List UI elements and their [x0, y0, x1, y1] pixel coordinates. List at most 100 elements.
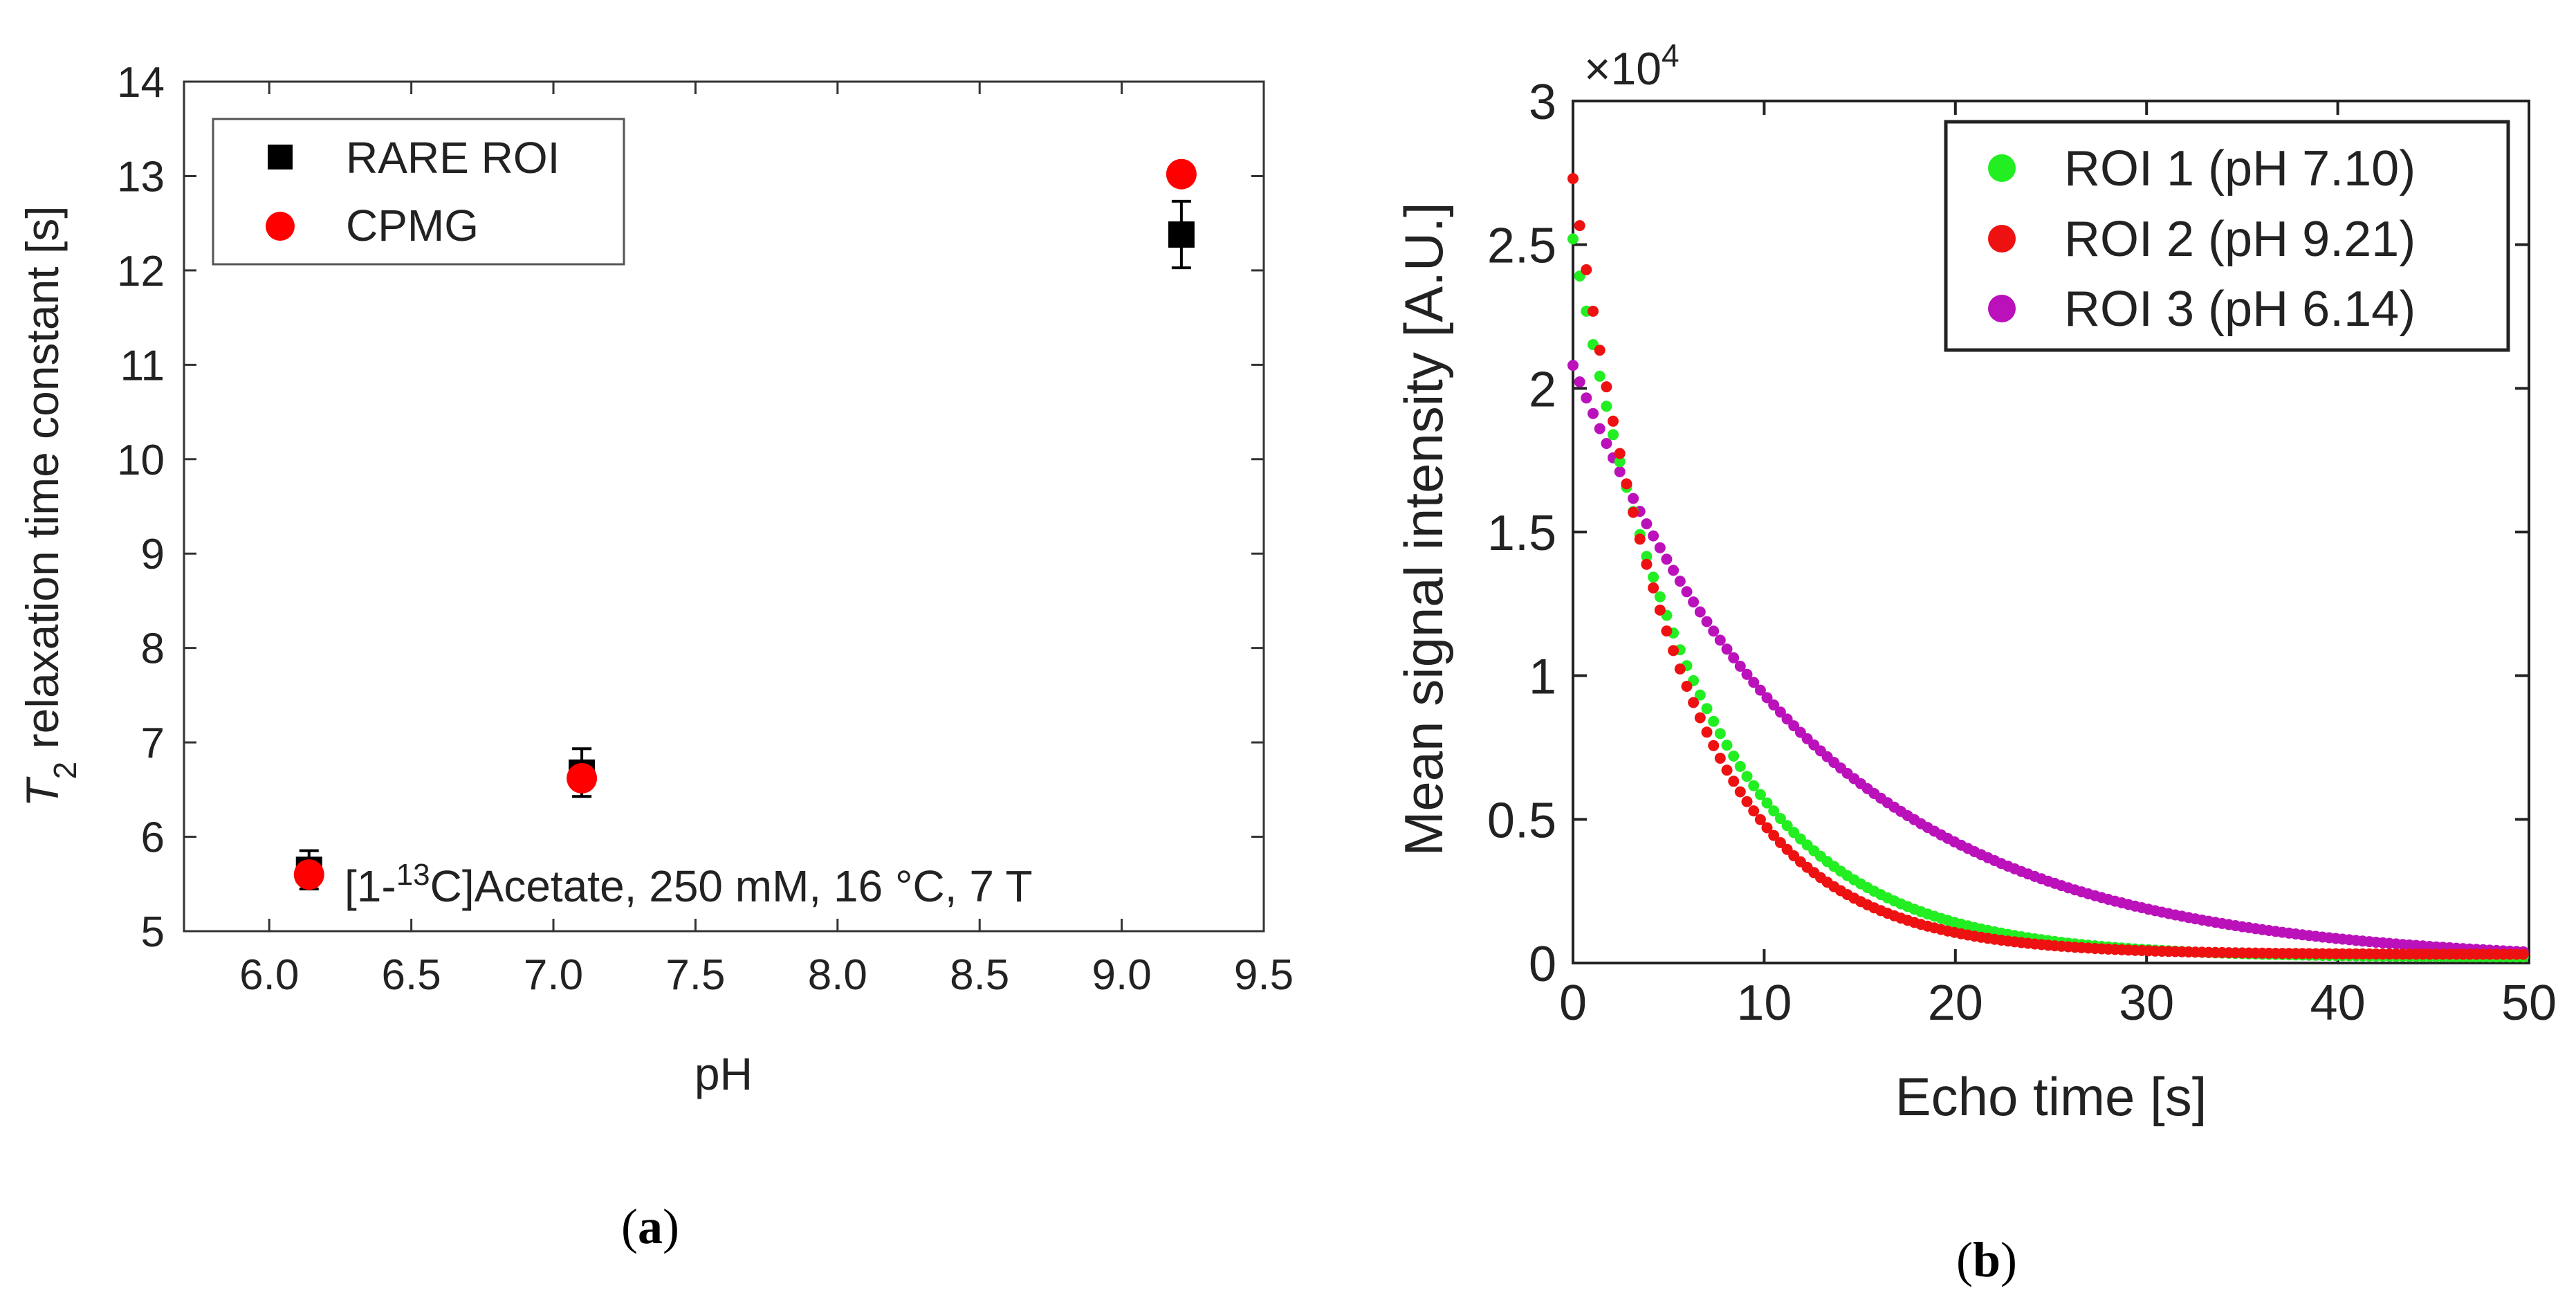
series-roi-3 — [1567, 360, 2529, 957]
legend-marker-roi-1 — [1988, 154, 2016, 182]
roi-3-point — [1614, 466, 1626, 477]
roi-2-point — [1734, 786, 1746, 798]
panel-b-x-ticks: 0 10 20 30 40 50 — [1559, 101, 2557, 1031]
roi-3-point — [1574, 376, 1585, 387]
panel-a-x-tick-label: 9.5 — [1234, 951, 1294, 999]
roi-1-point — [1781, 820, 1793, 832]
roi-1-point — [1728, 750, 1740, 762]
roi-3-point — [1708, 625, 1720, 637]
roi-1-point — [1761, 797, 1773, 809]
roi-3-point — [1754, 684, 1766, 696]
panel-b-y-axis-label: Mean signal intensity [A.U.] — [1393, 202, 1454, 856]
roi-2-point — [1748, 805, 1760, 817]
panel-a-y-ticks: 5 6 7 8 9 10 11 12 13 14 — [117, 59, 1264, 956]
panel-a-x-tick-label: 6.0 — [239, 951, 299, 999]
roi-2-point — [1648, 582, 1659, 594]
roi-2-point — [1574, 220, 1585, 232]
roi-2-point — [1601, 381, 1612, 393]
legend-marker-roi-3 — [1988, 295, 2016, 322]
panel-b-legend-box — [1944, 120, 2510, 352]
panel-b-x-tick-label: 30 — [2119, 975, 2174, 1031]
annotation-superscript: 13 — [396, 858, 430, 892]
roi-1-point — [1774, 813, 1786, 825]
panel-a-y-tick-label: 8 — [141, 625, 165, 673]
y-label-symbol: T — [17, 776, 68, 807]
roi-3-point — [1668, 565, 1680, 576]
roi-1-point — [1594, 370, 1606, 382]
panel-a-y-tick-label: 12 — [117, 248, 165, 295]
roi-3-point — [1768, 699, 1780, 710]
roi-3-point — [1714, 634, 1726, 646]
panel-b-y-tick-label: 3 — [1529, 75, 1556, 130]
cpmg-point — [567, 762, 598, 794]
roi-1-point — [1748, 780, 1760, 791]
roi-2-point — [1581, 264, 1592, 275]
roi-1-point — [1654, 591, 1666, 603]
roi-2-point — [1708, 740, 1720, 751]
roi-2-point — [1701, 726, 1713, 738]
roi-1-point — [1708, 715, 1720, 727]
roi-2-point — [1714, 753, 1726, 764]
roi-3-point — [1728, 652, 1740, 663]
panel-b-x-tick-label: 0 — [1559, 975, 1587, 1031]
panel-a-x-tick-label: 8.5 — [950, 951, 1009, 999]
panel-b-y-tick-label: 1.5 — [1487, 506, 1556, 561]
panel-a-y-axis-label: T2 relaxation time constant [s] — [17, 205, 83, 807]
roi-3-point — [1701, 616, 1713, 627]
panel-a-legend: RARE ROI CPMG — [212, 118, 625, 266]
legend-label-rare-roi: RARE ROI — [346, 133, 560, 183]
panel-b-caption-letter: b — [1973, 1232, 2000, 1287]
panel-b-y-tick-label: 0.5 — [1487, 793, 1556, 848]
panel-b-x-axis-label: Echo time [s] — [1895, 1066, 2207, 1127]
roi-2-point — [1761, 822, 1773, 834]
panel-a-x-tick-label: 7.5 — [665, 951, 725, 999]
panel-a-y-tick-label: 14 — [117, 59, 165, 107]
panel-a-y-tick-label: 6 — [141, 814, 165, 862]
rare-roi-point — [1168, 221, 1195, 248]
legend-circle-marker — [266, 212, 295, 241]
roi-3-point — [1741, 668, 1753, 680]
panel-a-x-ticks: 6.0 6.5 7.0 7.5 8.0 8.5 9.0 9.5 — [239, 82, 1294, 999]
roi-1-point — [1701, 703, 1713, 715]
panel-b-x-tick-label: 10 — [1736, 975, 1792, 1031]
panel-a-x-axis-label: pH — [694, 1048, 753, 1099]
panel-b-legend: ROI 1 (pH 7.10) ROI 2 (pH 9.21) ROI 3 (p… — [1944, 120, 2510, 352]
panel-a-plot-frame — [183, 80, 1265, 933]
panel-b-y-scale-note: ×104 — [1584, 37, 1680, 94]
roi-3-point — [1661, 553, 1673, 565]
roi-2-point — [1668, 645, 1680, 657]
annotation-prefix: [1- — [344, 861, 396, 911]
panel-a-caption-letter: a — [638, 1199, 663, 1254]
roi-3-point — [1601, 438, 1612, 449]
roi-3-point — [1581, 392, 1592, 404]
roi-3-point — [1748, 677, 1760, 688]
panel-a-chart: 6.0 6.5 7.0 7.5 8.0 8.5 9.0 9.5 5 6 7 8 9 10 11 12 13 14… — [17, 59, 1294, 1254]
roi-1-point — [1734, 760, 1746, 772]
y-scale-exponent: 4 — [1662, 37, 1680, 73]
panel-a-x-tick-label: 9.0 — [1092, 951, 1152, 999]
roi-2-point — [1588, 305, 1599, 317]
roi-1-point — [1601, 401, 1612, 412]
roi-3-point — [1641, 518, 1653, 530]
panel-b-data-points — [1567, 173, 2529, 963]
panel-a-y-tick-label: 11 — [120, 342, 165, 389]
panel-a-caption: (a) — [621, 1199, 679, 1254]
panel-a-y-tick-label: 9 — [141, 531, 165, 578]
roi-2-point — [1641, 558, 1653, 570]
roi-1-point — [1714, 728, 1726, 740]
roi-3-point — [1681, 586, 1693, 598]
panel-b-x-tick-label: 20 — [1928, 975, 1983, 1031]
annotation-suffix: C]Acetate, 250 mM, 16 °C, 7 T — [430, 861, 1033, 911]
panel-b-y-tick-label: 2 — [1529, 362, 1556, 417]
roi-2-point — [1688, 697, 1700, 708]
roi-3-point — [1588, 407, 1599, 419]
roi-3-point — [1694, 606, 1706, 618]
roi-2-point — [1654, 604, 1666, 616]
roi-3-point — [1734, 661, 1746, 672]
roi-3-point — [1721, 643, 1733, 655]
roi-2-point — [1614, 448, 1626, 459]
roi-1-point — [1694, 689, 1706, 701]
legend-label-roi-1: ROI 1 (pH 7.10) — [2064, 141, 2416, 196]
legend-label-cpmg: CPMG — [346, 201, 479, 250]
